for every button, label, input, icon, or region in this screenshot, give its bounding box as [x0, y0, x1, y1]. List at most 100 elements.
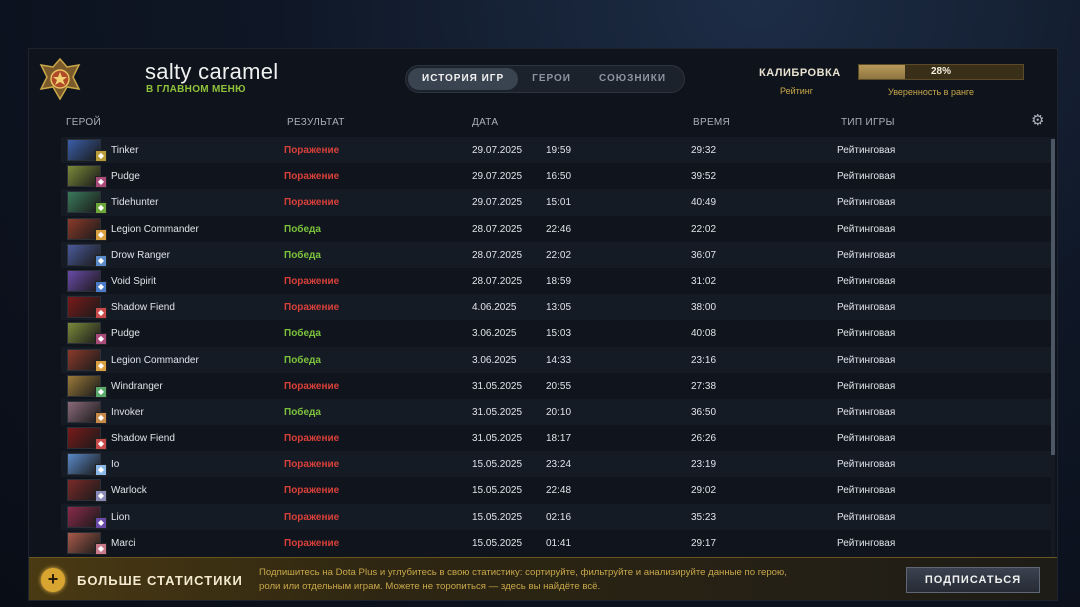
role-icon: ◆	[95, 490, 107, 503]
player-name: salty caramel	[145, 59, 279, 84]
table-row[interactable]: ◆ Legion Commander Победа 28.07.2025 22:46 22…	[61, 215, 1051, 242]
match-start-time: 19:59	[546, 145, 572, 156]
match-start-time: 20:10	[546, 406, 572, 418]
match-result: Поражение	[284, 511, 340, 523]
match-result: Поражение	[284, 275, 340, 287]
table-row[interactable]: ◆ Tidehunter Поражение 29.07.2025 15:01 40:49…	[61, 189, 1051, 216]
hero-name: Invoker	[111, 406, 144, 418]
scrollbar-thumb[interactable]	[1051, 139, 1055, 455]
gear-icon[interactable]: ⚙	[1031, 112, 1045, 129]
table-row[interactable]: ◆ Tinker Поражение 29.07.2025 19:59 29:32 Рейт…	[61, 137, 1051, 164]
tab-match-history[interactable]: ИСТОРИЯ ИГР	[408, 68, 519, 90]
match-duration: 35:23	[691, 511, 717, 523]
rating-label: Рейтинг	[780, 86, 814, 96]
match-start-time: 14:33	[546, 354, 572, 366]
match-duration: 27:38	[691, 380, 717, 392]
game-type: Рейтинговая	[837, 171, 896, 183]
match-result: Победа	[284, 249, 321, 261]
table-row[interactable]: ◆ Io Поражение 15.05.2025 23:24 23:19 Рейтинго…	[61, 451, 1051, 478]
table-row[interactable]: ◆ Marci Поражение 15.05.2025 01:41 29:17 Рейти…	[61, 529, 1051, 556]
game-type: Рейтинговая	[837, 328, 896, 340]
game-type: Рейтинговая	[837, 302, 896, 314]
role-icon: ◆	[95, 280, 107, 293]
match-date: 15.05.2025	[472, 459, 523, 471]
match-start-time: 22:02	[546, 249, 572, 261]
match-duration: 22:02	[691, 223, 717, 235]
table-row[interactable]: ◆ Pudge Победа 3.06.2025 15:03 40:08 Рейтингов…	[61, 320, 1051, 347]
subscribe-button[interactable]: ПОДПИСАТЬСЯ	[906, 567, 1040, 593]
dota-plus-banner: + БОЛЬШЕ СТАТИСТИКИ Подпишитесь на Dota …	[29, 557, 1057, 600]
hero-name: Void Spirit	[111, 275, 157, 287]
hero-name: Drow Ranger	[111, 249, 170, 261]
tab-allies[interactable]: СОЮЗНИКИ	[599, 73, 667, 84]
role-icon: ◆	[95, 228, 107, 241]
more-stats-title: БОЛЬШЕ СТАТИСТИКИ	[77, 573, 243, 588]
match-date: 29.07.2025	[472, 171, 523, 183]
plus-icon: +	[41, 568, 65, 592]
match-duration: 23:19	[691, 459, 717, 471]
hero-name: Tidehunter	[111, 197, 159, 209]
hero-name: Windranger	[111, 380, 163, 392]
match-date: 28.07.2025	[472, 249, 523, 261]
match-date: 29.07.2025	[472, 145, 523, 156]
game-type: Рейтинговая	[837, 197, 896, 209]
game-type: Рейтинговая	[837, 249, 896, 261]
column-result[interactable]: РЕЗУЛЬТАТ	[287, 117, 345, 128]
game-type: Рейтинговая	[837, 433, 896, 445]
tab-heroes[interactable]: ГЕРОИ	[532, 73, 571, 84]
table-row[interactable]: ◆ Legion Commander Победа 3.06.2025 14:33 23:…	[61, 346, 1051, 373]
game-type: Рейтинговая	[837, 223, 896, 235]
match-start-time: 18:59	[546, 275, 572, 287]
match-result: Поражение	[284, 145, 340, 156]
match-duration: 39:52	[691, 171, 717, 183]
role-icon: ◆	[95, 307, 107, 320]
table-row[interactable]: ◆ Void Spirit Поражение 28.07.2025 18:59 31:0…	[61, 267, 1051, 295]
table-row[interactable]: ◆ Shadow Fiend Поражение 4.06.2025 13:05 38:0…	[61, 294, 1051, 321]
match-start-time: 20:55	[546, 380, 572, 392]
confidence-bar: 28%	[858, 64, 1024, 80]
role-icon: ◆	[95, 385, 107, 398]
match-duration: 40:08	[691, 328, 717, 340]
match-result: Победа	[284, 354, 321, 366]
match-result: Победа	[284, 406, 321, 418]
role-icon: ◆	[95, 411, 107, 424]
column-date[interactable]: ДАТА	[472, 117, 499, 128]
column-duration[interactable]: ВРЕМЯ	[693, 117, 731, 128]
match-duration: 29:02	[691, 485, 717, 497]
match-start-time: 15:03	[546, 328, 572, 340]
table-row[interactable]: ◆ Shadow Fiend Поражение 31.05.2025 18:17 26:…	[61, 425, 1051, 452]
role-icon: ◆	[95, 516, 107, 529]
match-duration: 31:02	[691, 275, 717, 287]
game-type: Рейтинговая	[837, 459, 896, 471]
match-result: Поражение	[284, 302, 340, 314]
match-duration: 29:32	[691, 145, 717, 156]
promo-line-2: роли или отдельным играм. Можете не торо…	[259, 581, 601, 592]
column-hero[interactable]: ГЕРОЙ	[66, 117, 102, 128]
table-row[interactable]: ◆ Warlock Поражение 15.05.2025 22:48 29:02 Рей…	[61, 477, 1051, 504]
match-list: ◆ Tinker Поражение 29.07.2025 19:59 29:32 Рейт…	[61, 137, 1051, 556]
hero-name: Legion Commander	[111, 354, 199, 366]
match-history-panel: salty caramel В ГЛАВНОМ МЕНЮ ИСТОРИЯ ИГР…	[28, 48, 1058, 601]
game-type: Рейтинговая	[837, 380, 896, 392]
role-icon: ◆	[95, 176, 107, 189]
table-row[interactable]: ◆ Pudge Поражение 29.07.2025 16:50 39:52 Рейти…	[61, 163, 1051, 190]
match-duration: 40:49	[691, 197, 717, 209]
match-start-time: 16:50	[546, 171, 572, 183]
table-row[interactable]: ◆ Lion Поражение 15.05.2025 02:16 35:23 Рейтин…	[61, 503, 1051, 530]
match-date: 31.05.2025	[472, 433, 523, 445]
game-type: Рейтинговая	[837, 275, 896, 287]
match-start-time: 23:24	[546, 459, 572, 471]
table-row[interactable]: ◆ Windranger Поражение 31.05.2025 20:55 27:38…	[61, 372, 1051, 399]
rank-medal-icon	[39, 57, 81, 101]
match-date: 4.06.2025	[472, 302, 517, 314]
hero-name: Tinker	[111, 145, 139, 156]
match-duration: 36:07	[691, 249, 717, 261]
promo-line-1: Подпишитесь на Dota Plus и углубитесь в …	[259, 567, 787, 578]
calibration-label: КАЛИБРОВКА	[759, 67, 841, 79]
column-game-type[interactable]: ТИП ИГРЫ	[841, 117, 895, 128]
tab-bar: ИСТОРИЯ ИГР ГЕРОИ СОЮЗНИКИ	[405, 65, 685, 93]
hero-name: Shadow Fiend	[111, 302, 175, 314]
match-start-time: 22:48	[546, 485, 572, 497]
table-row[interactable]: ◆ Invoker Победа 31.05.2025 20:10 36:50 Рейтин…	[61, 398, 1051, 426]
table-row[interactable]: ◆ Drow Ranger Победа 28.07.2025 22:02 36:07 Ре…	[61, 241, 1051, 268]
